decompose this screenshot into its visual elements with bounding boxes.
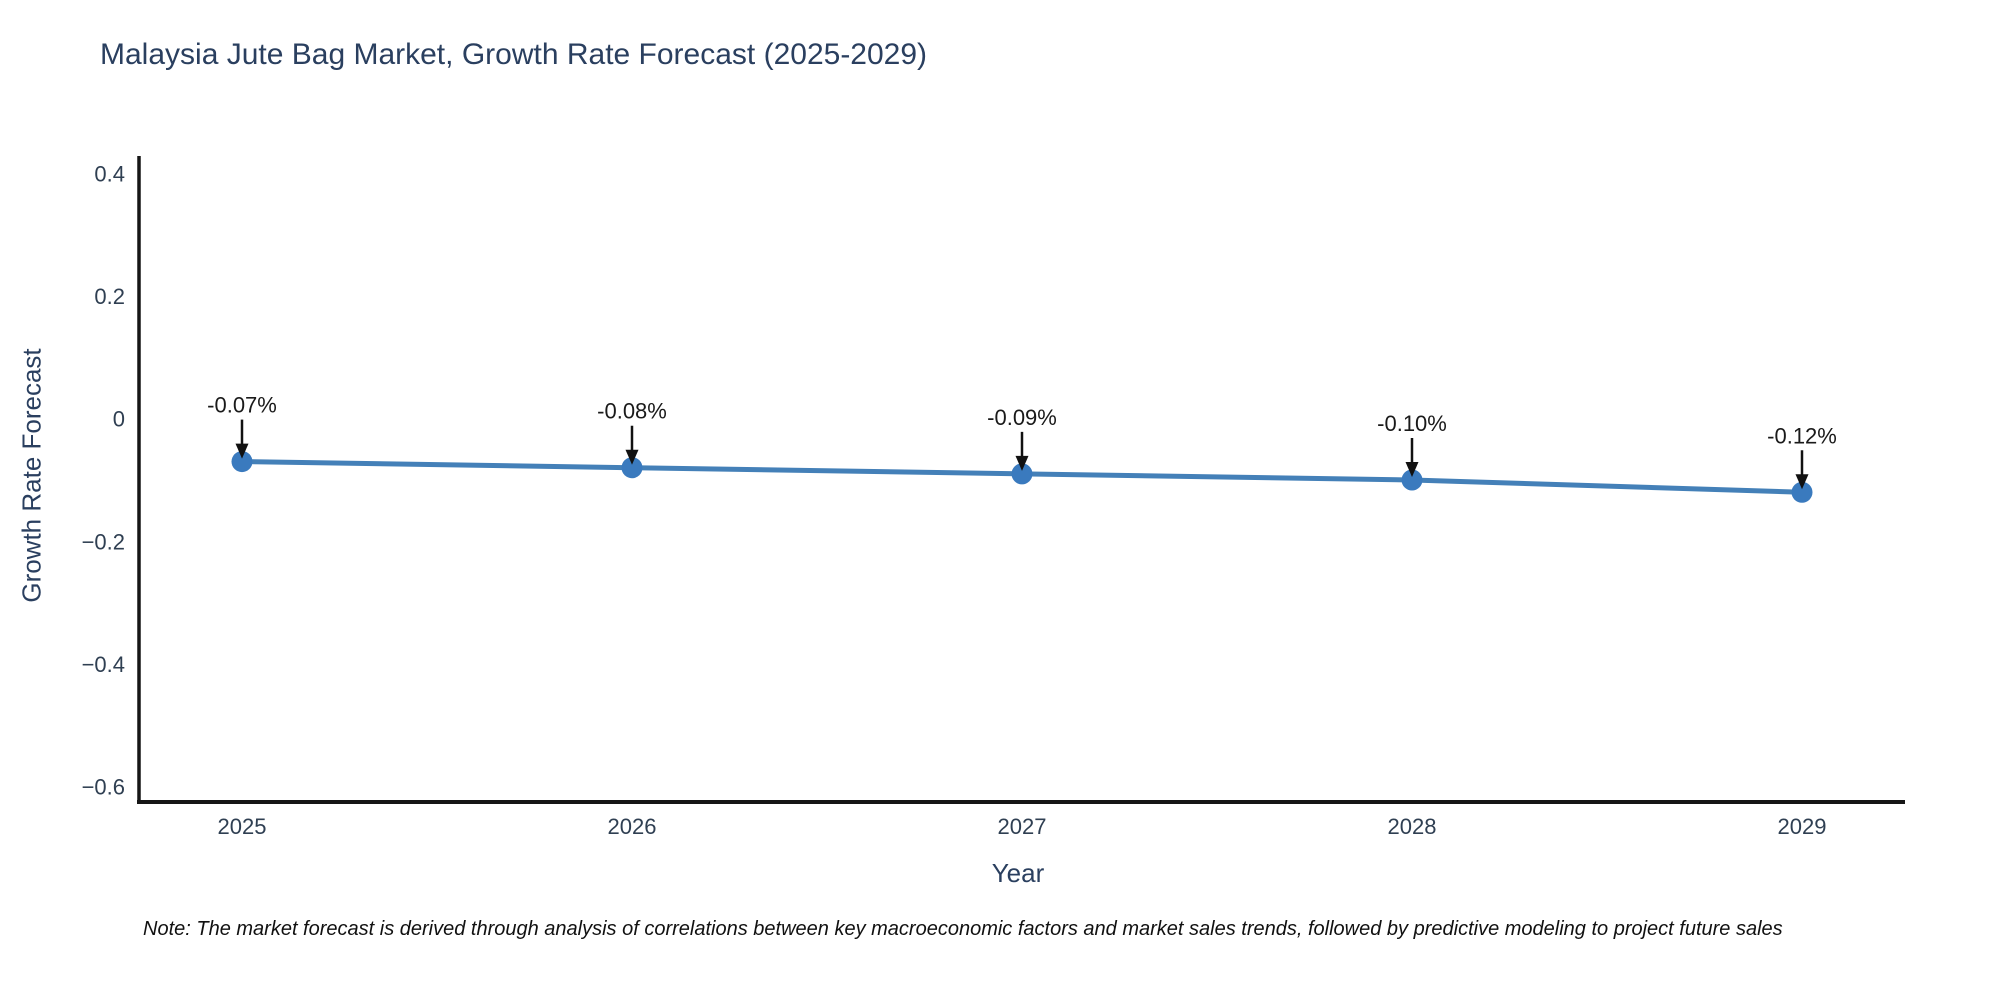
point-annotation: -0.07%: [207, 393, 277, 418]
y-tick-label: −0.4: [82, 652, 125, 677]
data-point-marker: [231, 451, 253, 473]
x-tick-label: 2029: [1778, 814, 1827, 839]
annotation-arrowhead: [625, 449, 639, 465]
annotation-arrowhead: [235, 443, 249, 459]
x-axis-title: Year: [991, 858, 1045, 888]
data-point-marker: [1011, 463, 1033, 485]
x-tick-label: 2025: [218, 814, 267, 839]
annotation-arrowhead: [1405, 462, 1419, 477]
y-tick-label: −0.2: [82, 529, 125, 554]
point-annotation: -0.12%: [1767, 423, 1837, 448]
data-point-marker: [1401, 469, 1423, 491]
y-tick-label: 0: [113, 407, 125, 432]
annotation-arrowhead: [1015, 455, 1029, 471]
data-point-marker: [1791, 481, 1813, 503]
y-tick-label: 0.2: [94, 284, 125, 309]
footnote: Note: The market forecast is derived thr…: [143, 918, 1783, 940]
point-annotation: -0.08%: [597, 399, 667, 424]
y-tick-label: −0.6: [82, 775, 125, 800]
point-annotation: -0.10%: [1377, 411, 1447, 436]
annotation-arrowhead: [1795, 474, 1809, 490]
x-tick-label: 2028: [1388, 814, 1437, 839]
point-annotation: -0.09%: [987, 405, 1057, 430]
x-tick-label: 2027: [998, 814, 1047, 839]
chart-title: Malaysia Jute Bag Market, Growth Rate Fo…: [100, 38, 928, 71]
x-tick-label: 2026: [608, 814, 657, 839]
data-point-marker: [621, 457, 643, 479]
y-tick-label: 0.4: [94, 161, 125, 186]
